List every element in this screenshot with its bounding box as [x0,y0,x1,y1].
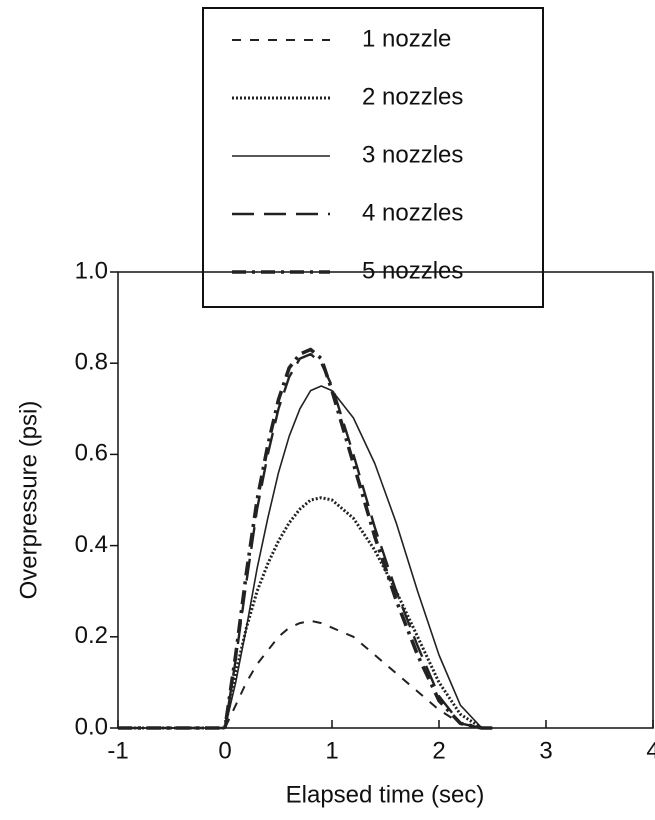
legend-label: 4 nozzles [362,199,463,226]
x-tick-label: 3 [539,737,552,764]
series-line [118,352,493,730]
legend-label: 3 nozzles [362,141,463,168]
x-tick-label: 4 [646,737,655,764]
y-tick-label: 0.4 [75,531,108,558]
x-tick-label: -1 [107,737,128,764]
series-line [118,496,493,730]
legend-box [202,7,544,308]
y-tick-label: 0.8 [75,349,108,376]
x-tick-label: 0 [218,737,231,764]
y-tick-label: 1.0 [75,257,108,284]
legend-label: 2 nozzles [362,83,463,110]
legend-label: 1 nozzle [362,25,451,52]
y-tick-label: 0.2 [75,622,108,649]
y-tick-label: 0.0 [75,713,108,740]
series-line [118,347,493,730]
x-tick-label: 2 [432,737,445,764]
x-tick-label: 1 [325,737,338,764]
series-line [118,619,493,729]
legend-label: 5 nozzles [362,257,463,284]
y-tick-label: 0.6 [75,440,108,467]
plot-frame [117,271,654,729]
series-line [118,385,493,729]
x-axis-label: Elapsed time (sec) [286,781,485,808]
y-axis-label: Overpressure (psi) [15,401,42,600]
